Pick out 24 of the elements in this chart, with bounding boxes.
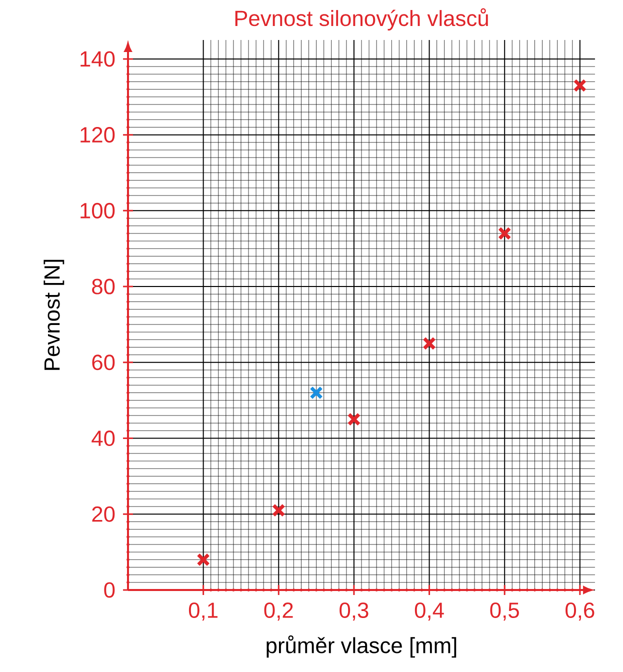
chart-title: Pevnost silonových vlasců bbox=[235, 8, 488, 30]
y-axis-title: Pevnost [N] bbox=[44, 260, 64, 370]
point bbox=[422, 336, 436, 350]
x-tick-label: 0,3 bbox=[340, 602, 368, 621]
y-tick-label: 100 bbox=[80, 202, 115, 218]
point bbox=[347, 412, 361, 426]
y-tick-label: 140 bbox=[80, 51, 115, 67]
y-tick-label: 0 bbox=[104, 582, 115, 598]
point bbox=[196, 552, 210, 566]
x-tick-label: 0,2 bbox=[264, 602, 293, 621]
y-tick-label: 40 bbox=[92, 430, 115, 446]
point bbox=[310, 386, 323, 400]
y-tick-label: 80 bbox=[92, 278, 115, 294]
point bbox=[272, 504, 286, 518]
point bbox=[573, 78, 587, 92]
x-tick-label: 0,5 bbox=[490, 602, 519, 621]
point bbox=[498, 226, 512, 240]
x-tick-label: 0,1 bbox=[188, 602, 218, 621]
y-tick-label: 20 bbox=[92, 506, 115, 522]
x-tick-label: 0,6 bbox=[566, 602, 594, 621]
y-tick-label: 60 bbox=[92, 354, 115, 370]
x-tick-label: 0,4 bbox=[414, 602, 444, 621]
y-tick-label: 120 bbox=[80, 127, 115, 143]
x-axis-title: průměr vlasce [mm] bbox=[266, 635, 456, 658]
